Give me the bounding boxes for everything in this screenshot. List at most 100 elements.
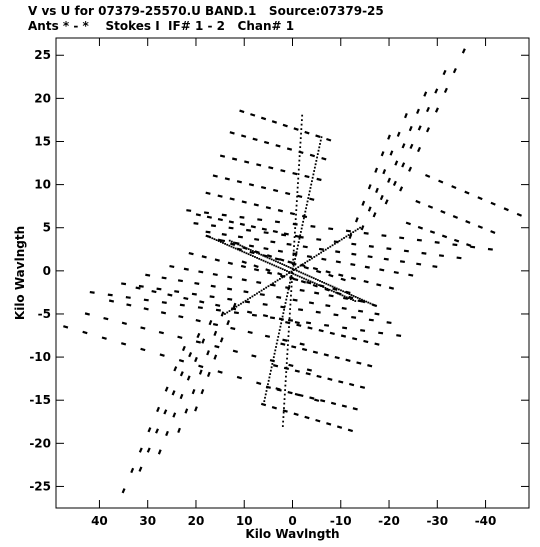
uv-point xyxy=(167,293,173,297)
uv-point xyxy=(285,298,288,301)
uv-point xyxy=(367,206,372,212)
uv-point xyxy=(227,297,233,301)
uv-point xyxy=(228,239,231,242)
uv-point xyxy=(241,260,247,265)
uv-point xyxy=(345,235,348,238)
uv-point xyxy=(434,241,440,244)
uv-point xyxy=(249,296,252,299)
uv-point xyxy=(201,255,207,259)
uv-point xyxy=(262,314,269,318)
uv-point xyxy=(305,207,307,210)
x-tick-label: -40 xyxy=(475,514,497,528)
uv-point xyxy=(194,406,198,412)
uv-point xyxy=(121,488,126,494)
uv-point xyxy=(283,402,286,405)
uv-point xyxy=(306,260,309,263)
uv-point xyxy=(299,150,301,153)
uv-point xyxy=(240,302,242,305)
y-tick-label: -15 xyxy=(29,393,51,407)
uv-point xyxy=(354,296,357,298)
uv-point xyxy=(245,247,248,250)
uv-point xyxy=(233,307,235,310)
uv-point xyxy=(291,267,294,270)
uv-point xyxy=(409,143,414,150)
uv-point xyxy=(263,400,266,403)
uv-point xyxy=(256,257,259,259)
uv-point xyxy=(289,303,292,306)
y-tick-label: 0 xyxy=(43,264,51,278)
uv-point xyxy=(328,273,334,278)
uv-point xyxy=(263,247,269,251)
uv-point xyxy=(315,283,318,286)
uv-point xyxy=(262,288,265,291)
uv-point xyxy=(268,376,271,379)
uv-point xyxy=(258,252,261,255)
uv-point xyxy=(283,269,286,271)
uv-point xyxy=(266,256,269,259)
uv-point xyxy=(289,211,296,216)
uv-point xyxy=(198,364,204,369)
uv-point xyxy=(285,273,288,276)
uv-point xyxy=(286,291,289,294)
uv-point xyxy=(233,311,239,315)
uv-point xyxy=(267,285,270,288)
uv-point xyxy=(291,345,297,349)
uv-point xyxy=(421,251,427,255)
uv-point xyxy=(352,295,355,297)
uv-point xyxy=(281,263,284,265)
uv-point xyxy=(349,382,355,387)
uv-point xyxy=(330,289,333,292)
uv-point xyxy=(361,298,363,301)
uv-point xyxy=(206,215,212,219)
uv-point xyxy=(281,425,284,427)
uv-point xyxy=(177,427,181,434)
uv-point xyxy=(213,330,218,337)
uv-point xyxy=(286,295,288,298)
uv-point xyxy=(306,368,312,372)
uv-point xyxy=(264,396,266,399)
uv-point xyxy=(219,241,222,243)
uv-point xyxy=(224,242,227,245)
uv-point xyxy=(336,241,339,244)
uv-point xyxy=(206,371,211,377)
uv-point xyxy=(295,213,297,216)
uv-point xyxy=(315,310,321,314)
uv-point xyxy=(452,215,459,219)
uv-point xyxy=(226,319,231,326)
uv-point xyxy=(254,251,256,253)
uv-point xyxy=(309,396,315,400)
uv-point xyxy=(350,232,352,235)
uv-point xyxy=(302,245,308,249)
uv-point xyxy=(254,237,260,241)
uv-point xyxy=(260,116,267,121)
uv-point xyxy=(283,264,286,266)
uv-point xyxy=(212,272,218,277)
uv-point xyxy=(417,125,422,131)
uv-point xyxy=(206,350,210,356)
uv-point xyxy=(328,294,334,298)
uv-point xyxy=(253,203,259,207)
uv-point xyxy=(396,131,401,137)
uv-point xyxy=(346,292,349,295)
uv-point xyxy=(312,173,315,176)
uv-point xyxy=(309,187,312,189)
uv-point xyxy=(229,131,235,135)
uv-point xyxy=(191,292,197,296)
uv-point xyxy=(183,267,189,271)
uv-point xyxy=(325,270,331,274)
uv-point xyxy=(311,257,313,260)
uv-point xyxy=(285,191,291,196)
uv-point xyxy=(235,242,237,245)
uv-point xyxy=(354,217,359,223)
uv-point xyxy=(177,335,183,339)
uv-point xyxy=(380,151,385,157)
uv-point xyxy=(354,229,357,232)
uv-point xyxy=(304,273,307,276)
uv-point xyxy=(331,244,334,247)
uv-point xyxy=(293,231,296,234)
uv-point xyxy=(260,258,263,261)
uv-point xyxy=(399,260,406,264)
uv-point xyxy=(360,329,366,332)
uv-point xyxy=(191,388,196,395)
uv-point xyxy=(286,357,288,360)
